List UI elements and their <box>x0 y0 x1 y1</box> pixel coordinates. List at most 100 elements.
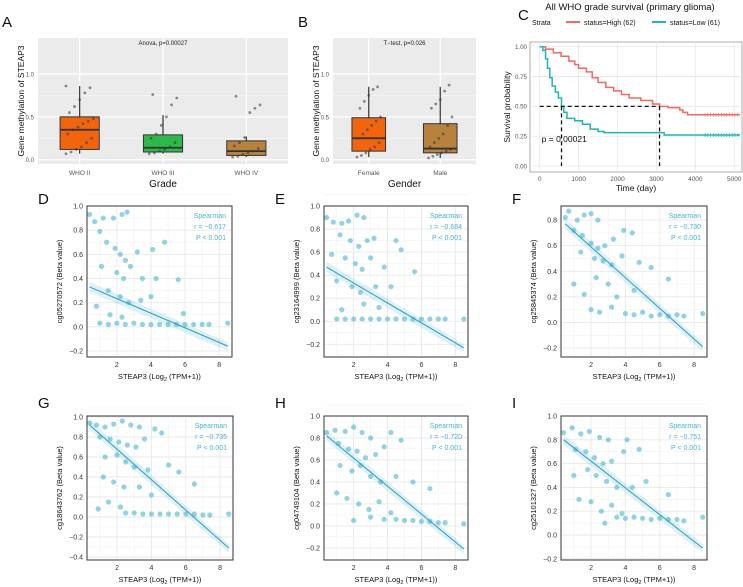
scatter-point <box>105 321 111 327</box>
scatter-point <box>148 294 154 300</box>
regression-line <box>326 266 465 349</box>
scatter-point <box>148 511 155 517</box>
jitter-point <box>88 86 92 90</box>
spearman-annotation: P < 0.001 <box>432 235 462 242</box>
scatter-point <box>102 454 108 460</box>
scatter-point <box>609 502 615 508</box>
plot-border <box>560 205 708 358</box>
scatter-point <box>356 243 362 249</box>
scatter-point <box>639 309 646 315</box>
scatter-point <box>200 512 206 518</box>
scatter-point <box>586 428 592 435</box>
x-tick-label: WHO II <box>69 170 90 177</box>
y-axis-title: Gene methylation of STEAP3 <box>311 45 321 156</box>
y-tick-label: 0.6 <box>547 461 557 468</box>
scatter-point <box>373 451 379 458</box>
scatter-point <box>461 521 467 527</box>
scatter-point <box>600 461 606 467</box>
scatter-point <box>643 478 649 485</box>
x-tick-label: 4000 <box>688 176 703 183</box>
scatter-point <box>410 479 416 485</box>
x-axis-title: Gender <box>388 179 422 190</box>
scatter-point <box>180 310 186 317</box>
x-tick-label: 8 <box>692 362 696 369</box>
scatter-point <box>602 520 608 526</box>
scatter-point <box>356 501 362 507</box>
scatter-point <box>351 316 357 322</box>
scatter-point <box>381 444 387 450</box>
plot-panel <box>529 41 743 173</box>
scatter-point <box>117 251 123 257</box>
scatter-point <box>665 491 671 498</box>
scatter-point <box>602 243 608 249</box>
scatter-point <box>605 281 611 287</box>
x-tick-label: 8 <box>692 565 696 572</box>
x-tick-label: 4 <box>149 565 153 572</box>
jitter-point <box>443 89 447 93</box>
jitter-point <box>81 122 85 126</box>
y-tick-label: 1.0 <box>321 73 330 79</box>
x-tick-label: 2 <box>352 565 356 572</box>
scatter-point <box>591 455 598 461</box>
y-axis-title: Survival probability <box>502 71 512 143</box>
jitter-point <box>67 111 71 114</box>
x-axis-title: STEAP3 (Log2 (TPM+1)) <box>355 372 438 383</box>
scatter-point <box>107 312 113 318</box>
scatter-point <box>597 434 603 441</box>
scatter-point <box>629 484 635 491</box>
scatter-point <box>119 418 125 424</box>
scatter-point <box>361 301 367 307</box>
jitter-point <box>435 153 439 156</box>
scatter-point <box>145 467 151 473</box>
y-tick-label: 0.4 <box>73 475 83 482</box>
y-tick-label: 0.0 <box>547 533 557 540</box>
y-tick-label: 0.2 <box>73 300 83 307</box>
y-tick-label: 0.2 <box>547 294 557 301</box>
panel-e: E 2 4 6 8 −0.2 0.0 0.2 0.4 0.6 0.8 1.0 Spearman r = −… <box>275 191 469 383</box>
scatter-point <box>593 275 599 281</box>
scatter-point <box>700 310 706 317</box>
scatter-point <box>624 437 630 443</box>
box-female <box>351 117 387 152</box>
scatter-point <box>86 211 93 218</box>
scatter-point <box>114 452 120 458</box>
scatter-point <box>100 474 106 480</box>
jitter-point <box>362 100 366 103</box>
jitter-point <box>379 115 382 119</box>
scatter-point <box>427 316 433 322</box>
scatter-point <box>361 214 367 221</box>
y-tick-label: 0.6 <box>310 250 320 257</box>
y-tick-label: 0.2 <box>310 501 320 508</box>
scatter-point <box>614 484 620 491</box>
scatter-point <box>621 449 627 455</box>
scatter-point <box>134 249 140 255</box>
scatter-point <box>123 510 129 516</box>
spearman-annotation: P < 0.001 <box>196 235 226 242</box>
y-tick-label: 0.0 <box>310 319 320 326</box>
x-tick-label: WHO III <box>151 170 174 177</box>
scatter-point <box>114 320 120 326</box>
jitter-point <box>243 136 247 139</box>
scatter-point <box>95 506 101 512</box>
x-tick-label: 4 <box>623 565 627 572</box>
jitter-point <box>64 152 68 156</box>
jitter-point <box>153 151 156 155</box>
x-tick-label: 8 <box>453 362 457 369</box>
regression-line <box>564 223 704 348</box>
jitter-point <box>78 98 82 102</box>
scatter-point <box>105 499 112 505</box>
spearman-annotation: P < 0.001 <box>671 235 701 242</box>
scatter-point <box>139 321 146 327</box>
scatter-point <box>98 263 105 269</box>
panel-label: B <box>298 14 308 31</box>
scatter-point <box>174 511 180 517</box>
jitter-point <box>86 119 90 123</box>
scatter-point <box>622 310 629 317</box>
jitter-point <box>434 102 438 106</box>
scatter-point <box>165 511 172 517</box>
scatter-point <box>581 212 587 218</box>
scatter-point <box>339 307 345 313</box>
spearman-annotation: Spearman <box>430 213 462 220</box>
scatter-point <box>165 321 171 327</box>
